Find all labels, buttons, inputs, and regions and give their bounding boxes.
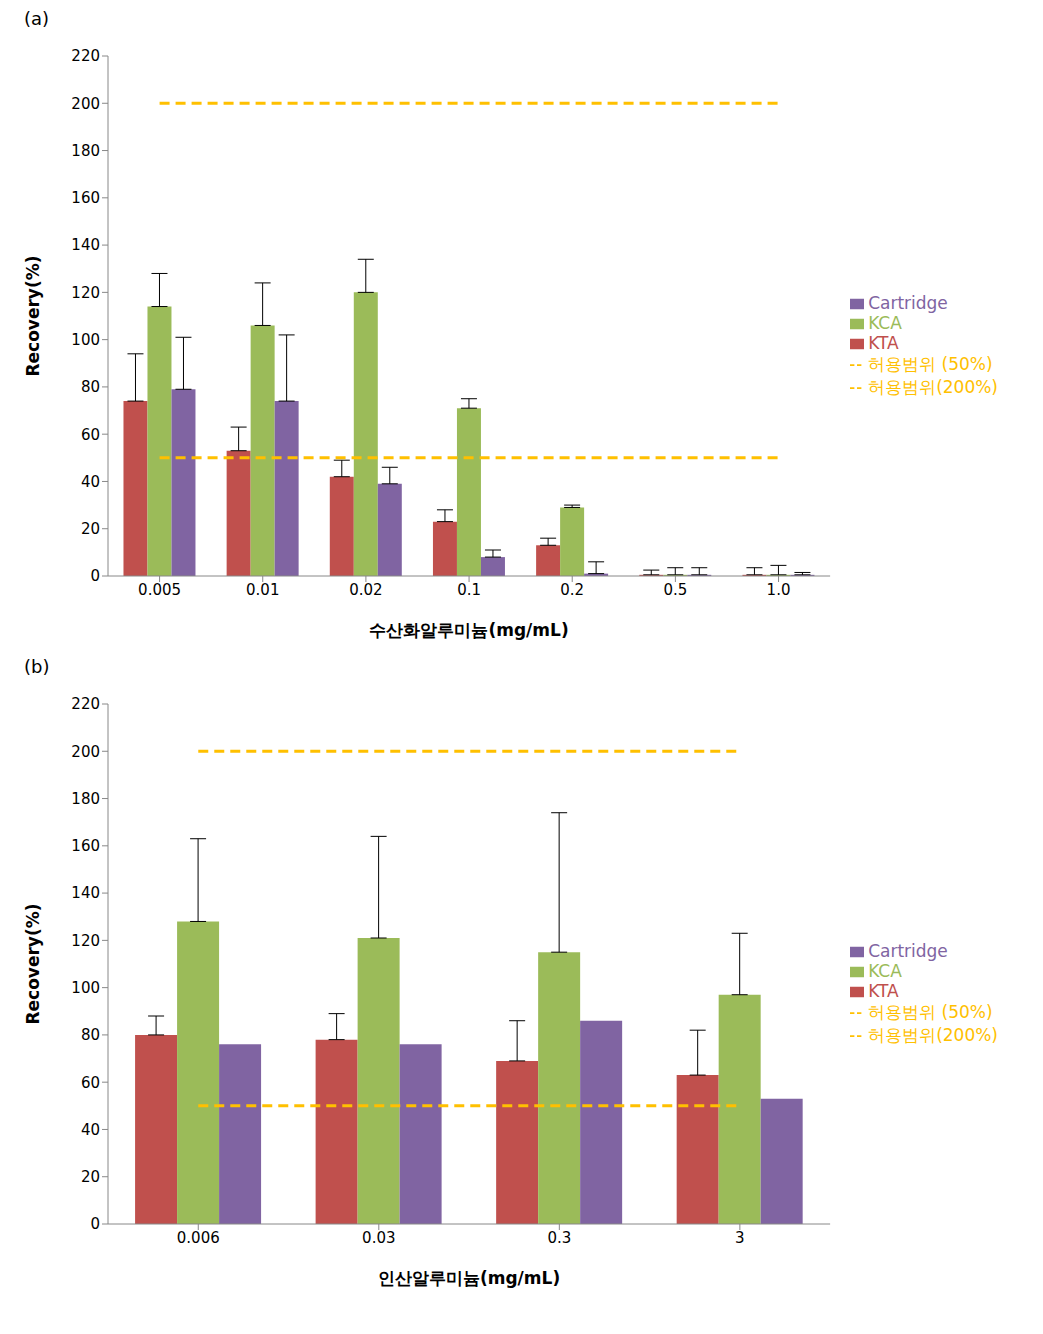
html-text:(b): (b) — [24, 656, 50, 677]
html-text:허용범위 (50%): 허용범위 (50%) — [868, 354, 993, 374]
svg-text:0.2: 0.2 — [560, 581, 584, 599]
svg-text:180: 180 — [71, 142, 100, 160]
svg-text:0.02: 0.02 — [349, 581, 382, 599]
svg-text:Recovery(%): Recovery(%) — [23, 903, 43, 1024]
svg-text:인산알루미늄(mg/mL): 인산알루미늄(mg/mL) — [378, 1268, 560, 1288]
svg-text:220: 220 — [71, 47, 100, 65]
svg-text:140: 140 — [71, 236, 100, 254]
svg-text:0.006: 0.006 — [177, 1229, 220, 1247]
svg-text:180: 180 — [71, 790, 100, 808]
svg-text:80: 80 — [81, 378, 100, 396]
svg-text:0.5: 0.5 — [663, 581, 687, 599]
svg-text:20: 20 — [81, 1168, 100, 1186]
html-text:KCA: KCA — [868, 961, 902, 981]
html-text:Cartridge: Cartridge — [868, 941, 948, 961]
html-text:허용범위(200%): 허용범위(200%) — [868, 377, 998, 397]
svg-text:0.005: 0.005 — [138, 581, 181, 599]
svg-text:100: 100 — [71, 331, 100, 349]
html-text:(a): (a) — [24, 8, 50, 29]
html-text:KTA: KTA — [868, 333, 899, 353]
svg-text:20: 20 — [81, 520, 100, 538]
svg-text:100: 100 — [71, 979, 100, 997]
svg-text:수산화알루미늄(mg/mL): 수산화알루미늄(mg/mL) — [369, 620, 568, 640]
svg-text:220: 220 — [71, 695, 100, 713]
svg-text:200: 200 — [71, 95, 100, 113]
svg-text:0: 0 — [90, 567, 100, 585]
svg-text:0.3: 0.3 — [547, 1229, 571, 1247]
html-text:허용범위 (50%): 허용범위 (50%) — [868, 1002, 993, 1022]
svg-text:40: 40 — [81, 1121, 100, 1139]
svg-text:140: 140 — [71, 884, 100, 902]
svg-text:200: 200 — [71, 743, 100, 761]
html-text:Cartridge: Cartridge — [868, 293, 948, 313]
svg-text:80: 80 — [81, 1026, 100, 1044]
svg-text:Recovery(%): Recovery(%) — [23, 255, 43, 376]
svg-text:160: 160 — [71, 189, 100, 207]
svg-text:60: 60 — [81, 426, 100, 444]
svg-text:0.03: 0.03 — [362, 1229, 395, 1247]
svg-text:1.0: 1.0 — [767, 581, 791, 599]
svg-text:40: 40 — [81, 473, 100, 491]
svg-text:120: 120 — [71, 932, 100, 950]
svg-text:160: 160 — [71, 837, 100, 855]
svg-text:3: 3 — [735, 1229, 745, 1247]
svg-text:60: 60 — [81, 1074, 100, 1092]
html-text:허용범위(200%): 허용범위(200%) — [868, 1025, 998, 1045]
svg-text:0.1: 0.1 — [457, 581, 481, 599]
svg-text:120: 120 — [71, 284, 100, 302]
html-text:KTA: KTA — [868, 981, 899, 1001]
svg-text:0: 0 — [90, 1215, 100, 1233]
html-text:KCA: KCA — [868, 313, 902, 333]
svg-text:0.01: 0.01 — [246, 581, 279, 599]
